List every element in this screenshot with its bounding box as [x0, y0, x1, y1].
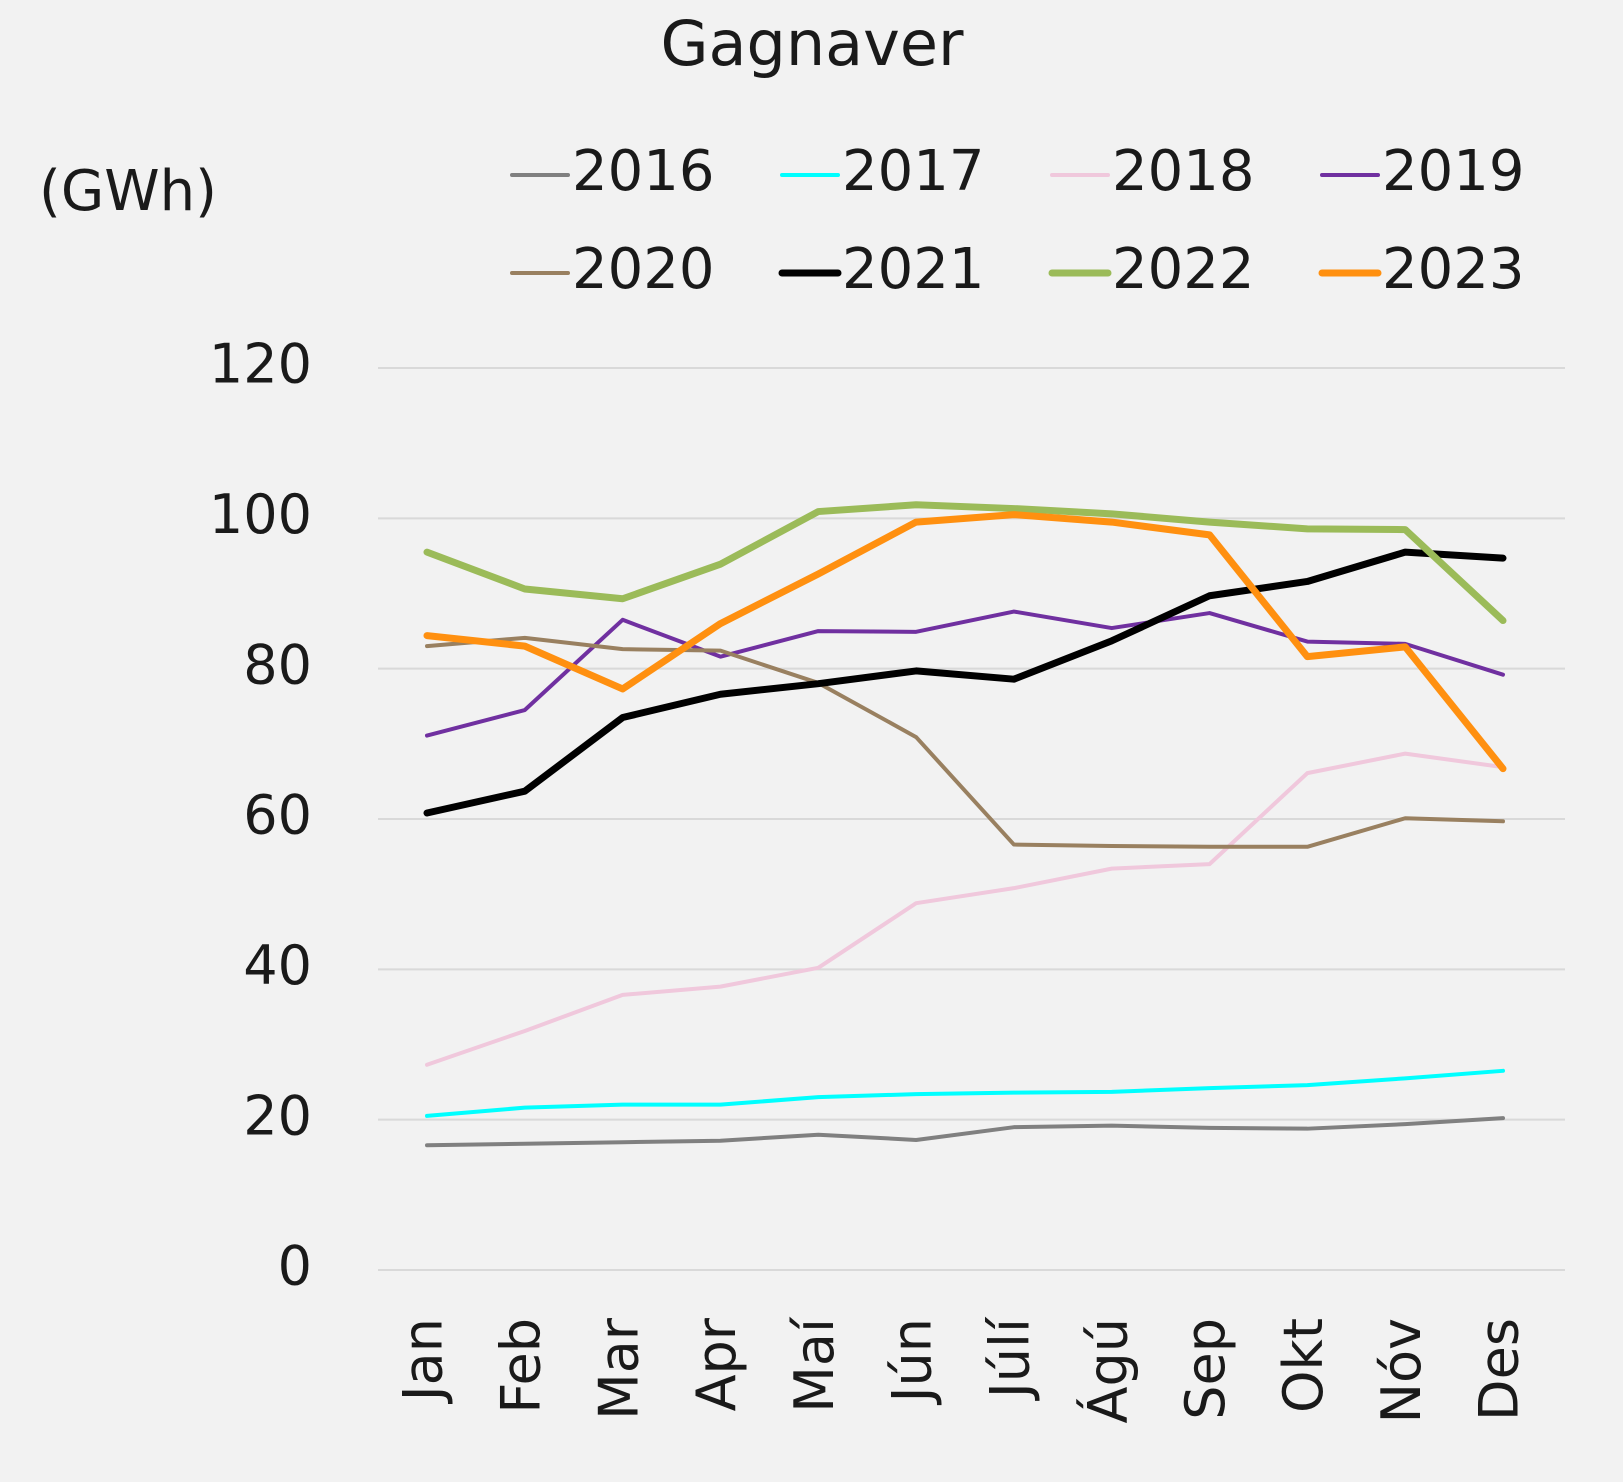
legend-label: 2017: [842, 139, 985, 204]
legend-label: 2016: [572, 139, 715, 204]
y-tick-label: 20: [243, 1084, 312, 1147]
x-tick-label: Maí: [783, 1316, 846, 1413]
y-tick-label: 0: [278, 1235, 312, 1298]
series-line: [423, 548, 1507, 817]
series-line: [425, 635, 1505, 849]
legend-label: 2018: [1112, 139, 1255, 204]
chart-title: Gagnaver: [660, 7, 964, 80]
x-tick-label: Mar: [587, 1317, 650, 1420]
x-tick-label: Sep: [1174, 1318, 1237, 1420]
x-tick-label: Okt: [1272, 1318, 1335, 1413]
series-line: [425, 1116, 1505, 1148]
y-tick-label: 80: [243, 633, 312, 696]
legend-label: 2020: [572, 237, 715, 302]
x-tick-label: Feb: [489, 1318, 552, 1414]
y-tick-label: 100: [209, 483, 312, 546]
y-tick-label: 60: [243, 784, 312, 847]
series-line: [425, 609, 1505, 738]
series-line: [425, 1068, 1505, 1118]
series-line: [423, 511, 1507, 773]
legend-label: 2021: [842, 237, 985, 302]
x-tick-label: Apr: [685, 1317, 748, 1411]
x-tick-label: Nóv: [1370, 1318, 1433, 1423]
y-tick-label: 40: [243, 934, 312, 997]
x-tick-label: Ágú: [1076, 1318, 1139, 1423]
x-tick-label: Jún: [881, 1318, 944, 1405]
y-axis-label: (GWh): [39, 159, 217, 224]
legend-label: 2023: [1382, 237, 1525, 302]
y-tick-label: 120: [209, 333, 312, 396]
legend-label: 2022: [1112, 237, 1255, 302]
x-tick-label: Jan: [392, 1318, 455, 1404]
x-tick-label: Des: [1468, 1318, 1531, 1421]
series-line: [425, 751, 1505, 1067]
legend-label: 2019: [1382, 139, 1525, 204]
series-line: [423, 501, 1507, 625]
x-tick-label: Júlí: [979, 1316, 1042, 1401]
